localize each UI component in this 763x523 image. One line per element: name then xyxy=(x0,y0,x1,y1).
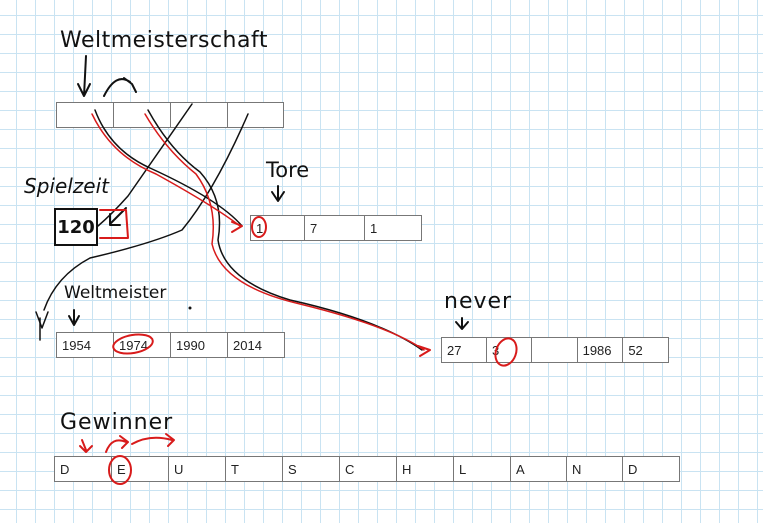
never-label: never xyxy=(444,289,513,314)
array-slot xyxy=(228,103,283,127)
arrow-head-icon xyxy=(417,345,431,357)
tore-down-arrow-icon xyxy=(271,185,285,202)
char-cell: U xyxy=(169,457,226,481)
arrow-head-icon xyxy=(231,221,243,233)
array-cell xyxy=(532,338,578,362)
array-cell: 27 xyxy=(442,338,487,362)
spielzeit-arrow-icon xyxy=(109,207,127,226)
array-cell: 1 xyxy=(251,216,305,240)
array-cell: 52 xyxy=(628,342,643,358)
arrow-down-icon xyxy=(77,55,91,97)
array-cell: 1 xyxy=(370,220,378,236)
weltmeister-array: 1954 1974 1990 2014 xyxy=(56,332,285,358)
tore-label: Tore xyxy=(266,158,310,182)
char-cell: H xyxy=(397,457,454,481)
array-cell: 2014 xyxy=(233,337,262,353)
char-cell: L xyxy=(454,457,511,481)
array-cell: 7 xyxy=(305,216,365,240)
char-cell: A xyxy=(511,457,567,481)
arrow-down-icon xyxy=(35,311,49,329)
never-down-arrow-icon xyxy=(455,317,469,330)
char-cell: D xyxy=(55,457,112,481)
char-cell: T xyxy=(226,457,283,481)
curved-arrow-icon xyxy=(103,77,137,97)
weltmeister-down-arrow-icon xyxy=(68,309,80,326)
pointer-line-red xyxy=(91,113,241,227)
char-cell: C xyxy=(340,457,397,481)
array-slot xyxy=(114,103,171,127)
never-array: 27 3 1986 52 xyxy=(441,337,669,363)
array-cell: 1986 xyxy=(578,338,624,362)
char-cell: D xyxy=(628,461,638,477)
gewinner-array: D E U T S C H L A N D xyxy=(54,456,680,482)
array-slot xyxy=(57,103,114,127)
tore-array: 1 7 1 xyxy=(250,215,422,241)
array-cell: 1974 xyxy=(114,333,171,357)
gewinner-label: Gewinner xyxy=(60,410,174,435)
array-cell: 1990 xyxy=(171,333,228,357)
spielzeit-value: 120 xyxy=(57,216,95,238)
array-cell: 3 xyxy=(487,338,532,362)
weltmeisterschaft-array xyxy=(56,102,284,128)
weltmeisterschaft-label: Weltmeisterschaft xyxy=(60,28,268,53)
array-cell: 1954 xyxy=(57,333,114,357)
char-cell: E xyxy=(112,457,169,481)
weltmeister-label: Weltmeister xyxy=(64,283,167,303)
spielzeit-value-box: 120 xyxy=(54,208,98,246)
curved-arrow-icon xyxy=(79,439,93,453)
array-slot xyxy=(171,103,228,127)
spielzeit-bracket xyxy=(99,209,129,239)
curved-arrow-icon xyxy=(131,433,175,447)
spielzeit-label: Spielzeit xyxy=(24,174,110,198)
char-cell: N xyxy=(567,457,623,481)
curved-arrow-icon xyxy=(105,435,129,453)
char-cell: S xyxy=(283,457,340,481)
